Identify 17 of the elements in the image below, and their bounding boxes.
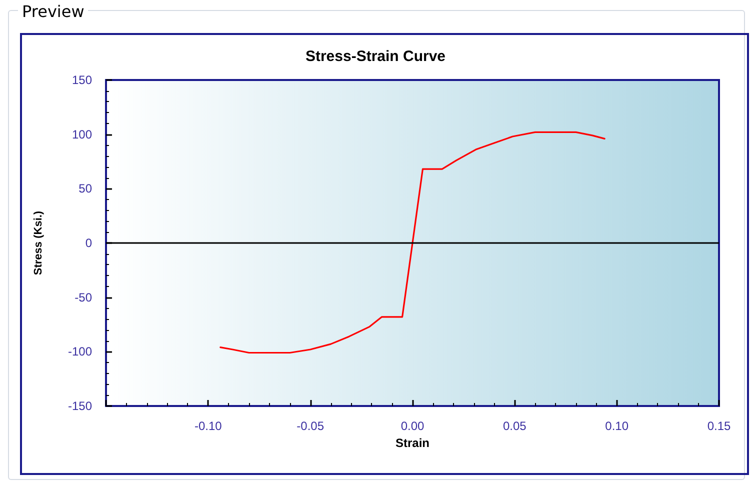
y-tick-label: -150 — [68, 399, 92, 413]
x-tick-label: -0.05 — [296, 419, 324, 433]
y-tick-label: -50 — [74, 290, 92, 304]
chart-title: Stress-Strain Curve — [305, 48, 446, 65]
y-tick-label: 50 — [78, 182, 92, 196]
text: Preview — [18, 2, 88, 21]
y-axis-title: Stress (Ksi.) — [32, 210, 44, 276]
y-tick-label: 100 — [72, 127, 92, 142]
y-tick-label: -100 — [68, 344, 92, 359]
y-tick-label: 150 — [72, 73, 92, 87]
x-tick-label: -0.10 — [194, 419, 222, 433]
x-tick-label: 0.15 — [707, 419, 731, 433]
x-tick-label: 0.05 — [502, 419, 527, 433]
y-tick-label: 0 — [85, 236, 92, 250]
x-axis-title: Strain — [395, 436, 430, 450]
x-tick-label: 0.00 — [400, 419, 424, 433]
x-tick-label: 0.10 — [605, 419, 629, 433]
